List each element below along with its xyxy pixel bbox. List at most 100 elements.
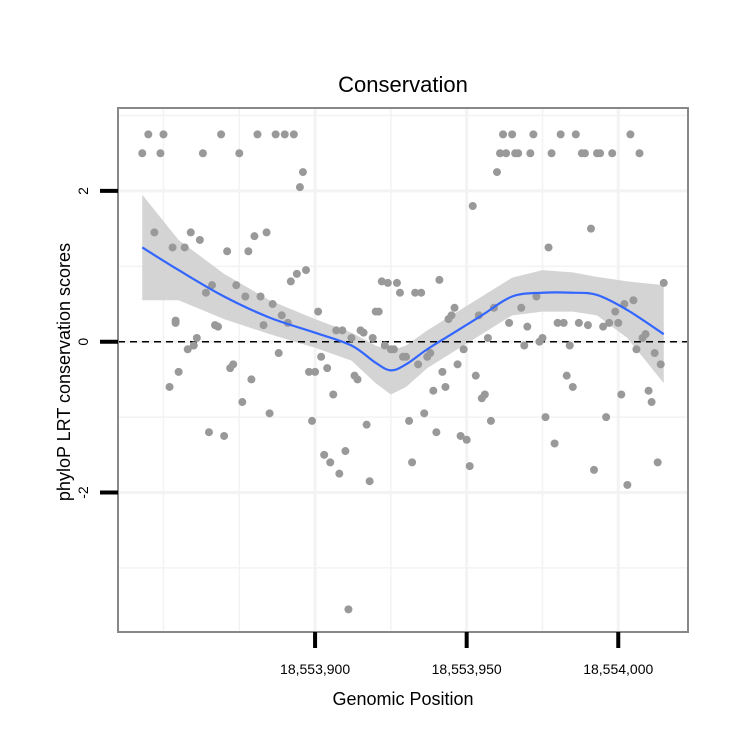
data-point [565, 341, 574, 350]
data-point [450, 303, 459, 312]
data-point [235, 149, 244, 158]
data-point [295, 183, 304, 192]
data-point [244, 247, 253, 256]
data-point [204, 428, 213, 437]
data-point [402, 352, 411, 361]
data-point [441, 382, 450, 391]
data-point [186, 228, 195, 237]
data-point [217, 130, 226, 139]
data-point [308, 416, 317, 425]
data-point [626, 130, 635, 139]
data-point [517, 303, 526, 312]
data-point [144, 130, 153, 139]
data-point [568, 382, 577, 391]
data-point [265, 409, 274, 418]
data-point [377, 277, 386, 286]
data-point [480, 390, 489, 399]
data-point [168, 243, 177, 252]
data-point [514, 149, 523, 158]
data-point [408, 458, 417, 467]
data-point [496, 149, 505, 158]
data-point [659, 278, 668, 287]
data-point [492, 168, 501, 177]
chart-title: Conservation [338, 72, 468, 97]
data-point [614, 318, 623, 327]
data-point [611, 307, 620, 316]
data-point [329, 390, 338, 399]
data-point [301, 266, 310, 275]
x-axis-ticks: 18,553,900 18,553,950 18,554,000 [280, 632, 654, 677]
data-point [374, 307, 383, 316]
data-point [380, 341, 389, 350]
data-point [529, 130, 538, 139]
data-point [256, 292, 265, 301]
data-point [326, 458, 335, 467]
data-point [417, 288, 426, 297]
data-point [590, 465, 599, 474]
data-point [562, 371, 571, 380]
data-point [359, 328, 368, 337]
data-point [280, 130, 289, 139]
x-axis-title: Genomic Position [332, 689, 473, 709]
data-point [292, 269, 301, 278]
data-point [232, 281, 241, 290]
data-point [341, 447, 350, 456]
data-point [174, 367, 183, 376]
data-point [596, 149, 605, 158]
data-point [201, 288, 210, 297]
data-point [468, 202, 477, 211]
data-point [520, 341, 529, 350]
data-point [392, 278, 401, 287]
data-point [362, 420, 371, 429]
data-point [192, 333, 201, 342]
data-point [629, 296, 638, 305]
data-point [432, 428, 441, 437]
data-point [438, 367, 447, 376]
data-point [229, 360, 238, 369]
data-point [599, 322, 608, 331]
data-point [538, 333, 547, 342]
data-point [605, 318, 614, 327]
data-point [414, 360, 423, 369]
data-point [138, 149, 147, 158]
data-point [253, 130, 262, 139]
data-point [644, 386, 653, 395]
data-point [389, 345, 398, 354]
data-point [383, 278, 392, 287]
data-point [586, 224, 595, 233]
data-point [271, 130, 280, 139]
data-point [526, 149, 535, 158]
loess-smooth-line [141, 246, 665, 372]
data-point [220, 431, 229, 440]
data-point [608, 149, 617, 158]
data-point [298, 168, 307, 177]
data-point [505, 318, 514, 327]
data-point [171, 316, 180, 325]
data-point [189, 341, 198, 350]
plot-frame [117, 107, 689, 633]
data-point [314, 307, 323, 316]
data-point [262, 228, 271, 237]
data-point [317, 352, 326, 361]
data-point [459, 345, 468, 354]
data-point [550, 439, 559, 448]
data-point [544, 243, 553, 252]
data-point [368, 333, 377, 342]
data-point [617, 390, 626, 399]
data-point [650, 349, 659, 358]
data-point [602, 413, 611, 422]
data-point [486, 416, 495, 425]
data-point [305, 367, 314, 376]
data-point [471, 371, 480, 380]
x-tick-label: 18,553,900 [280, 661, 350, 677]
data-point [656, 360, 665, 369]
data-point [483, 333, 492, 342]
data-point [420, 409, 429, 418]
data-point [195, 235, 204, 244]
y-tick-label: 2 [75, 187, 91, 195]
y-tick-label: 0 [75, 338, 91, 346]
data-point [641, 330, 650, 339]
x-tick-label: 18,554,000 [583, 661, 653, 677]
data-point [574, 318, 583, 327]
data-point [647, 398, 656, 407]
